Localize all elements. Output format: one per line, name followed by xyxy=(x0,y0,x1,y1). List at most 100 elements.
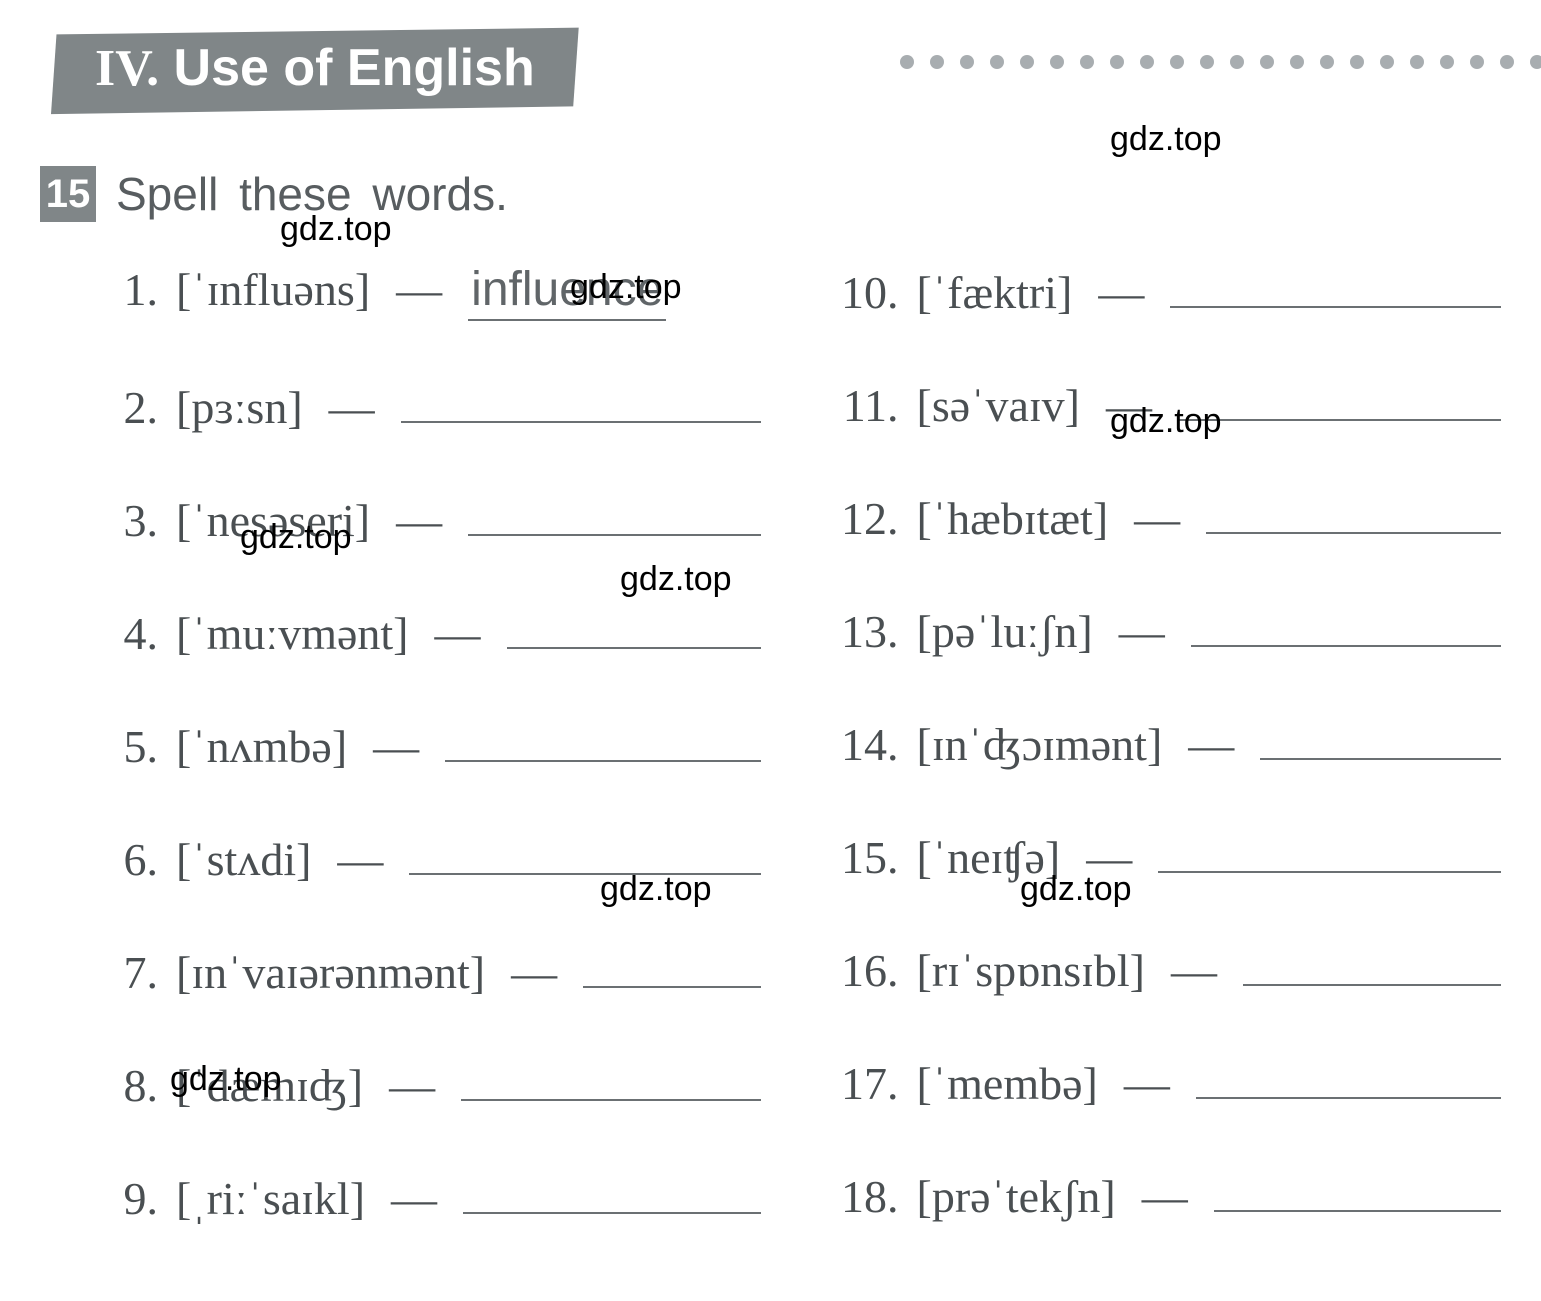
list-item: 17. [ˈmembə] — xyxy=(841,1053,1502,1110)
list-item: 18. [prəˈtekʃn] — xyxy=(841,1166,1502,1223)
ipa-transcription: [prəˈtekʃn] xyxy=(917,1170,1116,1223)
dot-icon xyxy=(1230,55,1244,69)
item-number: 5. xyxy=(100,720,158,773)
watermark-text: gdz.top xyxy=(620,560,732,599)
dot-icon xyxy=(1470,55,1484,69)
dot-icon xyxy=(1080,55,1094,69)
dot-icon xyxy=(990,55,1004,69)
dot-icon xyxy=(1440,55,1454,69)
dot-icon xyxy=(1320,55,1334,69)
dash-separator: — xyxy=(337,833,383,886)
answer-blank[interactable] xyxy=(468,490,760,536)
list-item: 3.[ˈnesəseri]— xyxy=(100,490,761,547)
answer-blank[interactable] xyxy=(1214,1166,1501,1212)
ipa-transcription: [səˈvaɪv] xyxy=(917,379,1080,432)
left-column: 1.[ˈɪnfluəns]—influence2.[pɜːsn]—3.[ˈnes… xyxy=(100,262,761,1281)
list-item: 16.[rɪˈspɒnsɪbl]— xyxy=(841,940,1502,997)
banner-shape: IV. Use of English xyxy=(40,20,590,116)
answer-blank[interactable] xyxy=(1260,714,1501,760)
banner-roman: IV. xyxy=(95,40,159,97)
answer-blank[interactable] xyxy=(507,603,761,649)
dash-separator: — xyxy=(1119,605,1165,658)
dash-separator: — xyxy=(1134,492,1180,545)
dash-separator: — xyxy=(1188,718,1234,771)
item-number: 1. xyxy=(100,263,158,316)
decorative-dots xyxy=(900,55,1541,69)
dot-icon xyxy=(1110,55,1124,69)
dash-separator: — xyxy=(1171,944,1217,997)
item-number: 18. xyxy=(841,1170,899,1223)
ipa-transcription: [ˈmembə] xyxy=(917,1057,1098,1110)
item-number: 9. xyxy=(100,1172,158,1225)
watermark-text: gdz.top xyxy=(240,518,352,557)
watermark-text: gdz.top xyxy=(600,870,712,909)
item-number: 15. xyxy=(841,831,899,884)
item-number: 17. xyxy=(841,1057,899,1110)
answer-blank[interactable] xyxy=(1170,262,1501,308)
dash-separator: — xyxy=(396,494,442,547)
list-item: 5. [ˈnʌmbə] — xyxy=(100,716,761,773)
list-item: 7.[ɪnˈvaɪərənmənt]— xyxy=(100,942,761,999)
answer-blank[interactable] xyxy=(1191,601,1501,647)
answer-blank[interactable] xyxy=(1178,375,1501,421)
dash-separator: — xyxy=(389,1059,435,1112)
list-item: 15.[ˈneɪʧə]— xyxy=(841,827,1502,884)
list-item: 13. [pəˈluːʃn] — xyxy=(841,601,1502,658)
dash-separator: — xyxy=(1124,1057,1170,1110)
answer-blank[interactable] xyxy=(583,942,760,988)
dash-separator: — xyxy=(1098,266,1144,319)
item-number: 10. xyxy=(841,266,899,319)
banner-title: Use of English xyxy=(174,39,535,97)
item-number: 4. xyxy=(100,607,158,660)
answer-blank[interactable] xyxy=(1206,488,1501,534)
exercise-columns: 1.[ˈɪnfluəns]—influence2.[pɜːsn]—3.[ˈnes… xyxy=(40,262,1501,1281)
answer-blank[interactable] xyxy=(463,1168,760,1214)
item-number: 7. xyxy=(100,946,158,999)
item-number: 13. xyxy=(841,605,899,658)
ipa-transcription: [ˈnʌmbə] xyxy=(176,720,347,773)
item-number: 12. xyxy=(841,492,899,545)
list-item: 4.[ˈmuːvmənt]— xyxy=(100,603,761,660)
ipa-transcription: [ɪnˈʤɔɪmənt] xyxy=(917,718,1163,771)
ipa-transcription: [ˌriːˈsaɪkl] xyxy=(176,1172,365,1225)
dot-icon xyxy=(1020,55,1034,69)
answer-blank[interactable] xyxy=(409,829,760,875)
dot-icon xyxy=(1050,55,1064,69)
item-number: 3. xyxy=(100,494,158,547)
dash-separator: — xyxy=(391,1172,437,1225)
item-number: 8. xyxy=(100,1059,158,1112)
watermark-text: gdz.top xyxy=(280,210,392,249)
dot-icon xyxy=(1290,55,1304,69)
ipa-transcription: [ˈɪnfluəns] xyxy=(176,263,370,316)
dash-separator: — xyxy=(511,946,557,999)
dot-icon xyxy=(1350,55,1364,69)
answer-blank[interactable] xyxy=(401,377,761,423)
watermark-text: gdz.top xyxy=(1110,402,1222,441)
answer-blank[interactable] xyxy=(445,716,760,762)
section-banner: IV. Use of English xyxy=(40,20,1501,116)
watermark-text: gdz.top xyxy=(1020,870,1132,909)
ipa-transcription: [rɪˈspɒnsɪbl] xyxy=(917,944,1145,997)
watermark-text: gdz.top xyxy=(170,1060,282,1099)
item-number: 11. xyxy=(841,379,899,432)
answer-blank[interactable] xyxy=(461,1055,760,1101)
dot-icon xyxy=(1140,55,1154,69)
dot-icon xyxy=(1500,55,1514,69)
dash-separator: — xyxy=(373,720,419,773)
answer-blank[interactable] xyxy=(1158,827,1501,873)
dot-icon xyxy=(1410,55,1424,69)
dot-icon xyxy=(1200,55,1214,69)
dash-separator: — xyxy=(1142,1170,1188,1223)
dash-separator: — xyxy=(396,263,442,316)
item-number: 2. xyxy=(100,381,158,434)
ipa-transcription: [ˈstʌdi] xyxy=(176,833,311,886)
dot-icon xyxy=(900,55,914,69)
ipa-transcription: [ˈfæktri] xyxy=(917,266,1073,319)
dot-icon xyxy=(930,55,944,69)
ipa-transcription: [pəˈluːʃn] xyxy=(917,605,1093,658)
list-item: 10. [ˈfæktri] — xyxy=(841,262,1502,319)
dot-icon xyxy=(1170,55,1184,69)
list-item: 9. [ˌriːˈsaɪkl] — xyxy=(100,1168,761,1225)
answer-blank[interactable] xyxy=(1243,940,1501,986)
answer-blank[interactable] xyxy=(1196,1053,1501,1099)
